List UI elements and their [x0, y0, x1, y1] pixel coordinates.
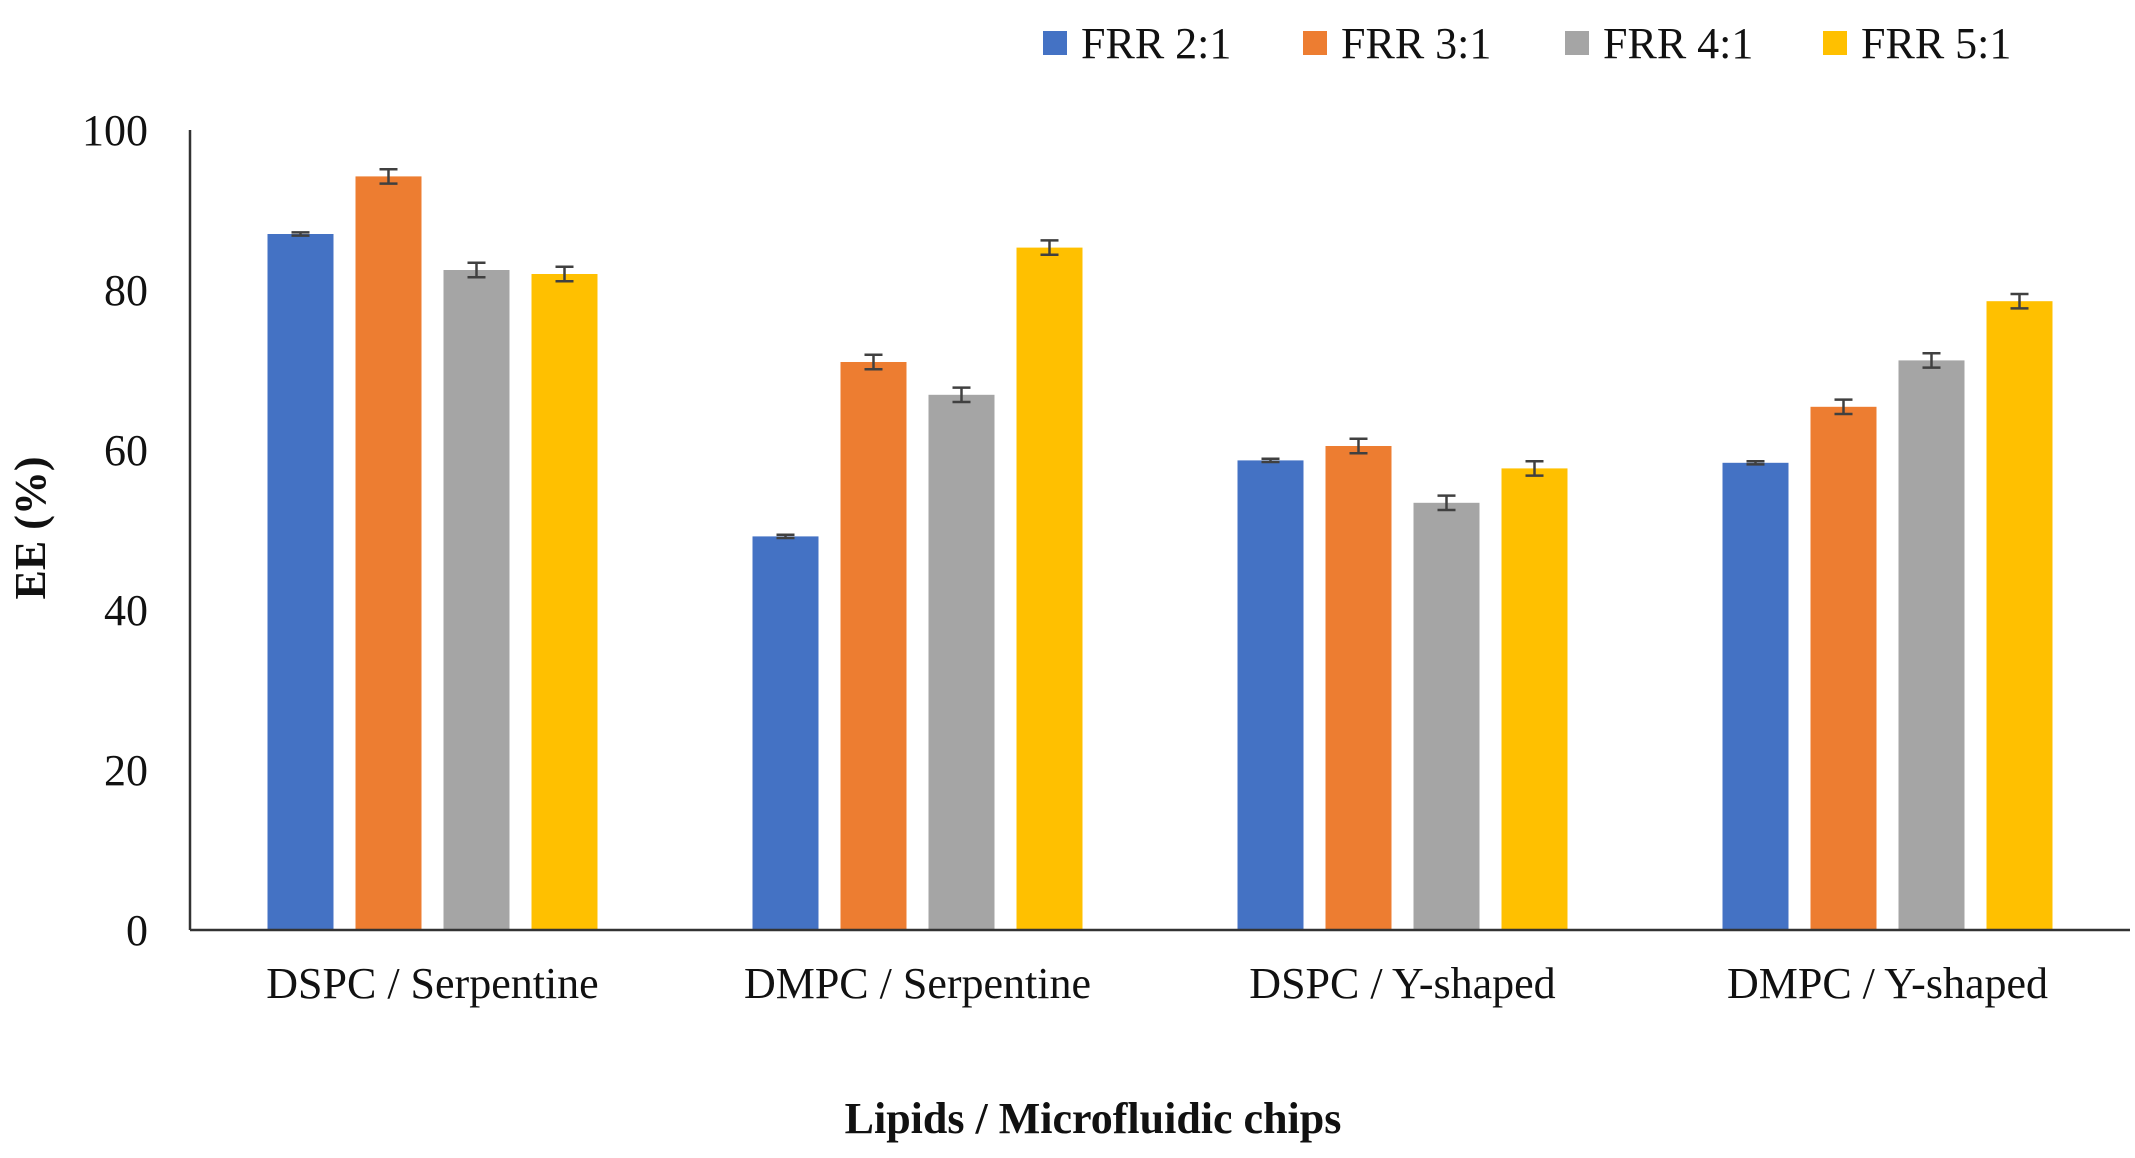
bar [267, 234, 334, 930]
bar [1325, 446, 1392, 930]
x-axis-title: Lipids / Microfluidic chips [845, 1094, 1342, 1143]
legend-swatch [1043, 31, 1067, 55]
y-tick-label: 100 [82, 106, 148, 155]
legend-label: FRR 3:1 [1341, 19, 1491, 68]
bar [928, 394, 995, 930]
bar [1237, 460, 1304, 930]
y-tick-label: 20 [104, 746, 148, 795]
bar [1016, 247, 1083, 931]
legend-swatch [1303, 31, 1327, 55]
bar [1810, 406, 1877, 930]
x-tick-label: DSPC / Y-shaped [1249, 959, 1555, 1008]
x-tick-label: DMPC / Serpentine [744, 959, 1091, 1008]
y-tick-label: 60 [104, 426, 148, 475]
y-axis-title: EE (%) [6, 457, 55, 600]
bars [267, 167, 2053, 931]
x-tick-label: DMPC / Y-shaped [1727, 959, 2048, 1008]
bar [1413, 502, 1480, 930]
legend-label: FRR 2:1 [1081, 19, 1231, 68]
bar [1986, 301, 2053, 930]
y-axis: 0 20 40 60 80 100 [82, 106, 192, 955]
x-tick-label: DSPC / Serpentine [266, 959, 598, 1008]
legend-label: FRR 4:1 [1603, 19, 1753, 68]
bar [752, 536, 819, 930]
bar [355, 176, 422, 930]
bar [443, 270, 510, 930]
bar [1722, 462, 1789, 930]
x-axis: DSPC / Serpentine DMPC / Serpentine DSPC /… [190, 928, 2130, 1008]
legend-swatch [1565, 31, 1589, 55]
bar [840, 362, 907, 930]
y-tick-label: 0 [126, 906, 148, 955]
bar [1501, 468, 1568, 930]
bar [531, 274, 598, 930]
legend: FRR 2:1 FRR 3:1 FRR 4:1 FRR 5:1 [1043, 19, 2011, 68]
legend-label: FRR 5:1 [1861, 19, 2011, 68]
legend-swatch [1823, 31, 1847, 55]
bar [1898, 360, 1965, 930]
y-tick-label: 80 [104, 266, 148, 315]
y-tick-label: 40 [104, 586, 148, 635]
